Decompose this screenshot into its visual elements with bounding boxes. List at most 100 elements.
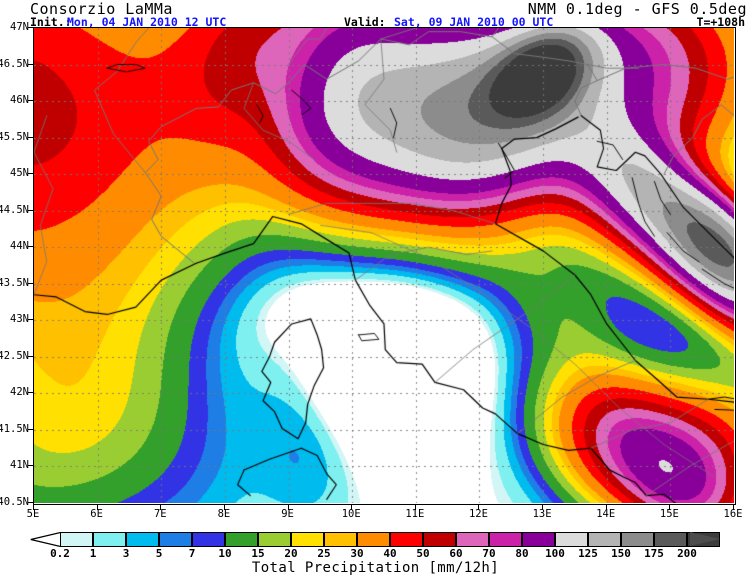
colorbar-swatch (357, 532, 390, 547)
colorbar-swatch (291, 532, 324, 547)
latitude-tick-mark (28, 63, 33, 65)
latitude-tick-mark (28, 355, 33, 357)
longitude-tick-mark (351, 505, 353, 510)
longitude-tick-label: 15E (659, 508, 679, 520)
colorbar-tick-label: 125 (578, 547, 598, 560)
colorbar-tick-label: 25 (317, 547, 331, 560)
colorbar-swatch (456, 532, 489, 547)
colorbar-tick-label: 10 (218, 547, 232, 560)
colorbar-tick-label: 40 (383, 547, 397, 560)
colorbar-swatch (159, 532, 192, 547)
colorbar-swatch (324, 532, 357, 547)
lead-time: T=+108h (696, 15, 745, 29)
longitude-tick-mark (160, 505, 162, 510)
longitude-tick-label: 5E (26, 508, 40, 520)
latitude-tick-label: 45.5N (0, 130, 29, 143)
latitude-tick-label: 40.5N (0, 496, 29, 508)
latitude-tick-mark (28, 136, 33, 138)
colorbar-tick-label: 3 (122, 547, 130, 560)
colorbar-swatch (522, 532, 555, 547)
colorbar-swatch (126, 532, 159, 547)
longitude-tick-label: 12E (468, 508, 488, 520)
latitude-tick-label: 43N (10, 313, 29, 326)
init-label: Init.: (30, 15, 72, 29)
latitude-tick-label: 46.5N (0, 57, 29, 70)
colorbar-title: Total Precipitation [mm/12h] (251, 560, 500, 576)
latitude-tick-mark (28, 319, 33, 321)
init-value: Mon, 04 JAN 2010 12 UTC (67, 15, 227, 29)
colorbar-swatch (555, 532, 588, 547)
latitude-tick-mark (28, 428, 33, 430)
colorbar-tick-label: 7 (188, 547, 196, 560)
latitude-tick-mark (28, 282, 33, 284)
latitude-tick-label: 42N (10, 386, 29, 399)
longitude-tick-mark (33, 505, 34, 510)
latitude-tick-mark (28, 100, 33, 102)
latitude-tick-mark (28, 465, 33, 467)
latitude-tick-mark (28, 209, 33, 211)
colorbar-tick-label: 1 (89, 547, 97, 560)
longitude-tick-mark (733, 505, 734, 510)
longitude-tick-label: 10E (341, 508, 361, 520)
colorbar-swatch (588, 532, 621, 547)
latitude-tick-mark (28, 502, 33, 503)
longitude-tick-label: 14E (596, 508, 616, 520)
longitude-tick-mark (287, 505, 289, 510)
latitude-axis: 47N 46.5N 46N 45.5N 45N 44.5N 44N 43.5N 43N 42.5N… (0, 0, 33, 580)
colorbar-swatch (225, 532, 258, 547)
latitude-tick-mark (28, 392, 33, 394)
longitude-tick-mark (414, 505, 416, 510)
colorbar-swatch (60, 532, 93, 547)
valid-value: Sat, 09 JAN 2010 00 UTC (394, 15, 554, 29)
colorbar-tick-label: 15 (251, 547, 265, 560)
longitude-tick-mark (223, 505, 225, 510)
colorbar-tick-label: 100 (545, 547, 565, 560)
colorbar-tick-label: 30 (350, 547, 364, 560)
colorbar-tick-label: 5 (155, 547, 163, 560)
colorbar-tick-label: 50 (416, 547, 430, 560)
longitude-tick-label: 11E (405, 508, 425, 520)
longitude-tick-mark (96, 505, 98, 510)
colorbar-tick-label: 70 (482, 547, 496, 560)
latitude-tick-label: 41.5N (0, 422, 29, 435)
latitude-tick-label: 44.5N (0, 203, 29, 216)
colorbar-under-outline (30, 532, 60, 547)
colorbar-under-arrow (30, 532, 60, 546)
colorbar-tick-label: 200 (677, 547, 697, 560)
latitude-tick-label: 44N (10, 240, 29, 253)
longitude-tick-label: 9E (281, 508, 294, 520)
colorbar-tick-label: 20 (284, 547, 298, 560)
longitude-tick-label: 13E (532, 508, 552, 520)
longitude-tick-mark (478, 505, 480, 510)
colorbar-over-arrow (690, 532, 720, 546)
valid-label: Valid: (344, 15, 386, 29)
latitude-tick-label: 46N (10, 94, 29, 107)
longitude-tick-label: 7E (153, 508, 167, 520)
longitude-tick-mark (605, 505, 607, 510)
colorbar-swatch (654, 532, 687, 547)
colorbar-tick-label: 150 (611, 547, 631, 560)
latitude-tick-label: 41N (10, 459, 29, 472)
model-title: NMM 0.1deg - GFS 0.5deg (527, 0, 747, 18)
colorbar-tick-label: 80 (515, 547, 529, 560)
precipitation-map (33, 27, 736, 505)
latitude-tick-mark (28, 27, 33, 28)
colorbar-swatch (621, 532, 654, 547)
longitude-tick-mark (669, 505, 671, 510)
colorbar-swatch (258, 532, 291, 547)
longitude-tick-label: 16E (723, 508, 743, 520)
latitude-tick-label: 45N (10, 167, 29, 180)
colorbar-swatch (489, 532, 522, 547)
colorbar (60, 532, 720, 547)
precipitation-field-canvas (34, 28, 734, 503)
producer-title: Consorzio LaMMa (30, 0, 173, 18)
latitude-tick-label: 47N (10, 21, 29, 33)
latitude-tick-mark (28, 173, 33, 175)
longitude-tick-mark (542, 505, 544, 510)
colorbar-swatch (390, 532, 423, 547)
latitude-tick-mark (28, 246, 33, 248)
latitude-tick-label: 43.5N (0, 276, 29, 289)
colorbar-tick-label: 60 (449, 547, 463, 560)
longitude-tick-label: 6E (90, 508, 103, 520)
